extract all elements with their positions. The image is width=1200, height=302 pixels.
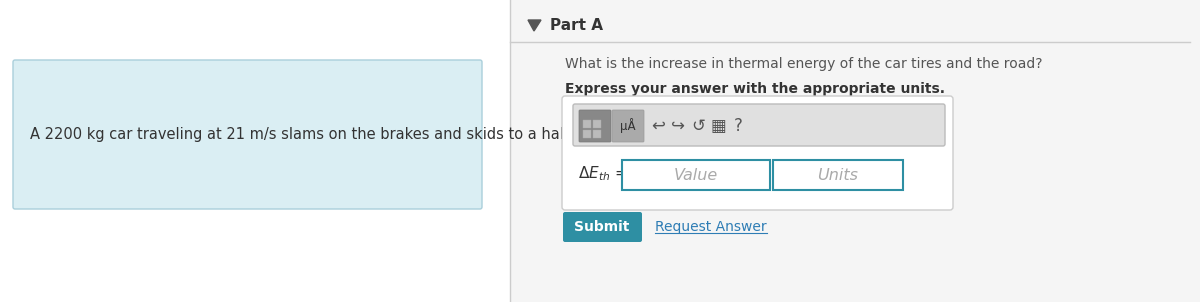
FancyBboxPatch shape <box>13 60 482 209</box>
FancyBboxPatch shape <box>612 110 644 142</box>
Text: Submit: Submit <box>575 220 630 234</box>
Polygon shape <box>528 20 541 31</box>
Bar <box>583 120 592 128</box>
Text: Part A: Part A <box>550 18 604 33</box>
Text: Value: Value <box>674 168 718 182</box>
Bar <box>510 0 1200 302</box>
Text: ↪: ↪ <box>671 117 685 135</box>
Text: A 2200 kg car traveling at 21 m/s slams on the brakes and skids to a halt.: A 2200 kg car traveling at 21 m/s slams … <box>30 127 575 143</box>
FancyBboxPatch shape <box>574 104 946 146</box>
Text: ▦: ▦ <box>710 117 726 135</box>
Text: $\Delta E_{th}$ =: $\Delta E_{th}$ = <box>578 165 628 183</box>
Text: ?: ? <box>733 117 743 135</box>
Bar <box>622 160 770 190</box>
FancyBboxPatch shape <box>562 96 953 210</box>
Text: What is the increase in thermal energy of the car tires and the road?: What is the increase in thermal energy o… <box>565 57 1043 71</box>
Bar <box>593 120 601 128</box>
Bar <box>593 130 601 138</box>
Text: ↺: ↺ <box>691 117 704 135</box>
FancyBboxPatch shape <box>580 110 611 142</box>
Text: Request Answer: Request Answer <box>655 220 767 234</box>
Bar <box>773 160 904 190</box>
Text: μÅ: μÅ <box>620 118 636 133</box>
FancyBboxPatch shape <box>563 212 642 242</box>
Text: Express your answer with the appropriate units.: Express your answer with the appropriate… <box>565 82 946 96</box>
Text: ↩: ↩ <box>652 117 665 135</box>
Bar <box>583 130 592 138</box>
Text: Units: Units <box>817 168 858 182</box>
